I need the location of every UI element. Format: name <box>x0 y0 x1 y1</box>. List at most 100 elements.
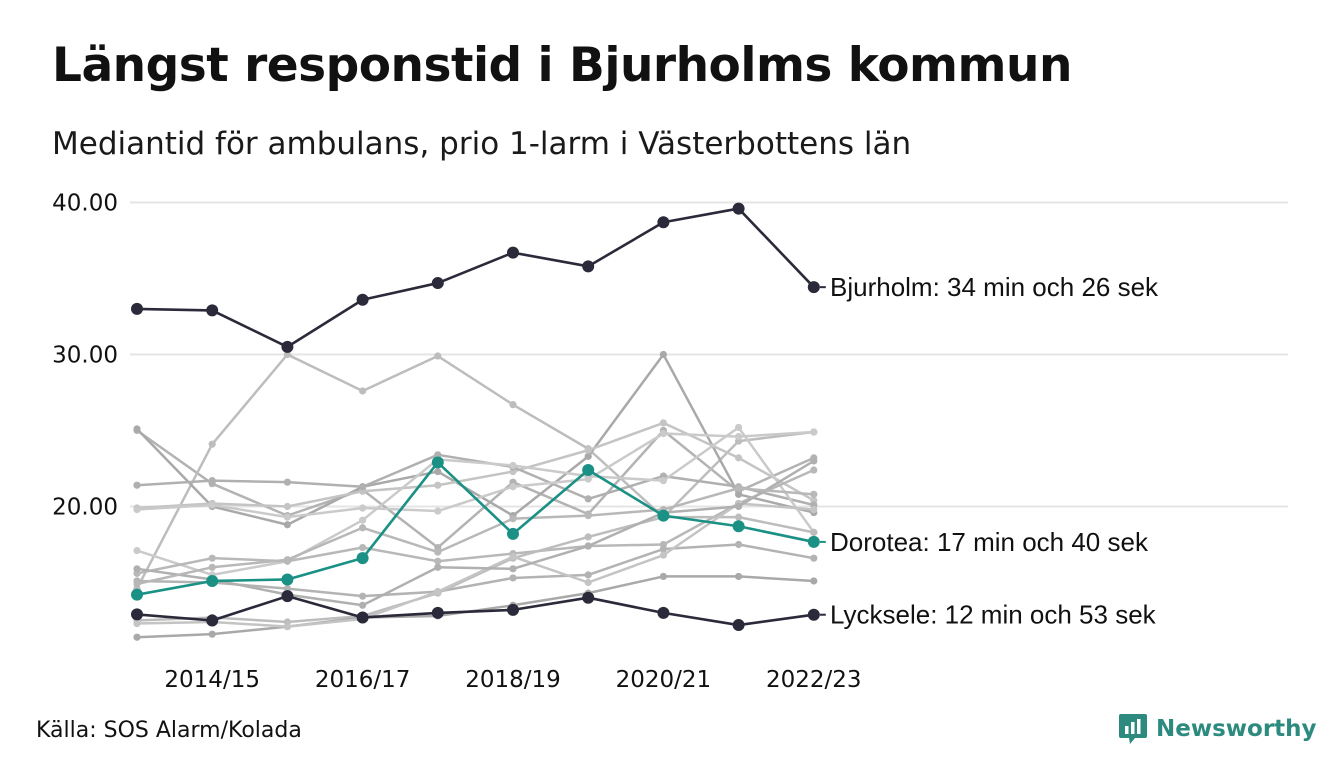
data-point[interactable] <box>735 572 743 581</box>
data-point[interactable] <box>283 622 291 631</box>
data-point[interactable] <box>133 633 141 641</box>
data-point[interactable] <box>133 546 141 555</box>
data-point[interactable] <box>735 454 743 462</box>
data-point[interactable] <box>208 440 216 448</box>
data-point[interactable] <box>509 553 517 561</box>
data-point[interactable] <box>810 554 818 562</box>
data-point[interactable] <box>434 481 442 489</box>
data-point[interactable] <box>507 603 519 616</box>
data-point[interactable] <box>133 565 141 573</box>
data-point[interactable] <box>131 302 143 315</box>
data-point[interactable] <box>659 572 668 581</box>
data-point[interactable] <box>283 584 291 593</box>
data-point[interactable] <box>659 350 668 359</box>
data-point[interactable] <box>582 591 595 604</box>
data-point[interactable] <box>133 425 141 433</box>
data-point[interactable] <box>509 483 517 491</box>
data-point[interactable] <box>131 608 143 621</box>
data-point[interactable] <box>657 606 670 619</box>
data-point[interactable] <box>735 423 743 432</box>
data-point[interactable] <box>584 512 592 520</box>
data-point[interactable] <box>509 565 517 573</box>
data-point[interactable] <box>735 484 743 492</box>
data-point[interactable] <box>659 551 668 559</box>
data-point[interactable] <box>208 554 216 562</box>
data-point[interactable] <box>810 577 818 585</box>
data-point[interactable] <box>431 456 444 469</box>
data-point[interactable] <box>584 533 592 541</box>
data-point[interactable] <box>208 501 216 509</box>
data-point[interactable] <box>208 630 216 638</box>
data-point[interactable] <box>735 490 743 498</box>
data-point[interactable] <box>283 513 291 521</box>
data-point[interactable] <box>359 504 367 512</box>
data-point[interactable] <box>732 520 745 533</box>
data-point[interactable] <box>359 592 367 600</box>
data-point[interactable] <box>431 277 444 290</box>
data-point[interactable] <box>584 452 592 460</box>
data-point[interactable] <box>810 466 818 474</box>
data-point[interactable] <box>206 304 219 317</box>
data-point[interactable] <box>735 540 743 549</box>
newsworthy-logo[interactable]: Newsworthy <box>1118 712 1317 746</box>
data-point[interactable] <box>657 216 670 229</box>
data-point[interactable] <box>359 516 367 524</box>
data-point[interactable] <box>208 563 216 571</box>
data-point[interactable] <box>584 475 592 483</box>
data-point[interactable] <box>133 505 141 514</box>
data-point[interactable] <box>208 477 216 485</box>
data-point[interactable] <box>434 588 442 596</box>
data-point[interactable] <box>735 513 743 521</box>
data-point[interactable] <box>356 293 369 306</box>
data-point[interactable] <box>810 490 818 498</box>
data-point[interactable] <box>281 573 294 586</box>
data-point[interactable] <box>810 528 818 536</box>
data-point[interactable] <box>582 260 595 273</box>
data-point[interactable] <box>131 588 143 601</box>
data-point[interactable] <box>281 590 294 603</box>
data-point[interactable] <box>509 515 517 523</box>
data-point[interactable] <box>582 464 595 477</box>
data-point[interactable] <box>807 281 820 294</box>
data-point[interactable] <box>356 552 369 565</box>
data-point[interactable] <box>584 542 592 550</box>
data-point[interactable] <box>810 457 818 465</box>
data-point[interactable] <box>584 571 592 579</box>
data-point[interactable] <box>283 502 291 511</box>
data-point[interactable] <box>507 527 519 540</box>
data-point[interactable] <box>283 556 291 564</box>
data-point[interactable] <box>434 352 442 360</box>
data-point[interactable] <box>434 507 442 515</box>
data-point[interactable] <box>133 481 141 489</box>
data-point[interactable] <box>509 574 517 582</box>
data-point[interactable] <box>359 483 367 491</box>
data-point[interactable] <box>807 535 820 548</box>
data-point[interactable] <box>206 614 219 627</box>
data-point[interactable] <box>732 202 745 215</box>
data-point[interactable] <box>359 524 367 532</box>
data-point[interactable] <box>359 387 367 395</box>
data-point[interactable] <box>283 478 291 486</box>
data-point[interactable] <box>735 502 743 511</box>
data-point[interactable] <box>509 461 517 470</box>
data-point[interactable] <box>584 446 592 454</box>
data-point[interactable] <box>359 543 367 552</box>
data-point[interactable] <box>431 606 444 619</box>
data-point[interactable] <box>659 545 668 553</box>
data-point[interactable] <box>807 608 820 621</box>
data-point[interactable] <box>133 580 141 588</box>
data-point[interactable] <box>356 611 369 624</box>
data-point[interactable] <box>434 467 442 476</box>
data-point[interactable] <box>659 477 668 485</box>
data-point[interactable] <box>659 419 668 427</box>
data-point[interactable] <box>283 350 291 359</box>
data-point[interactable] <box>810 428 818 436</box>
data-point[interactable] <box>206 574 219 587</box>
data-point[interactable] <box>735 432 743 441</box>
data-point[interactable] <box>133 619 141 628</box>
data-point[interactable] <box>584 578 592 587</box>
data-point[interactable] <box>434 557 442 565</box>
data-point[interactable] <box>434 548 442 556</box>
data-point[interactable] <box>507 246 519 259</box>
data-point[interactable] <box>281 340 294 353</box>
